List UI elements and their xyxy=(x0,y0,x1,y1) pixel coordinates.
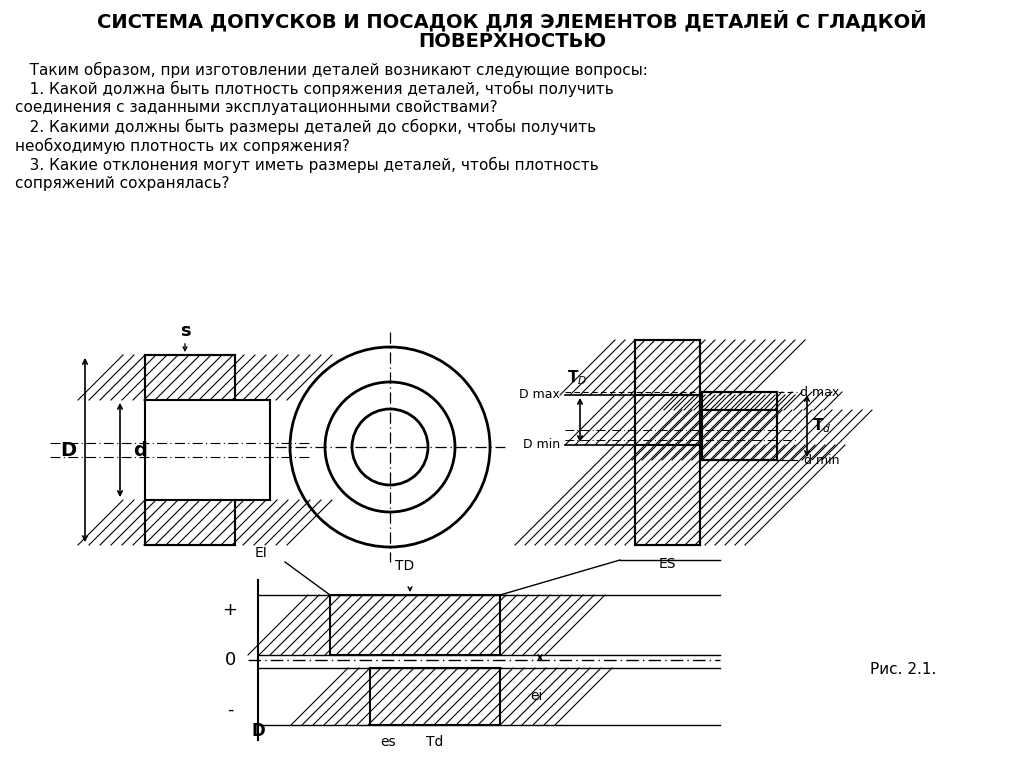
Text: D: D xyxy=(251,722,265,740)
Text: ei: ei xyxy=(530,690,543,703)
Text: TD: TD xyxy=(395,559,415,573)
Text: 0: 0 xyxy=(224,651,236,669)
Text: D max: D max xyxy=(519,389,560,401)
Text: соединения с заданными эксплуатационными свойствами?: соединения с заданными эксплуатационными… xyxy=(15,100,498,115)
Text: es: es xyxy=(380,735,395,749)
Bar xyxy=(702,410,777,460)
Bar xyxy=(635,395,700,445)
Bar xyxy=(370,668,500,725)
Text: Td: Td xyxy=(426,735,443,749)
Text: EI: EI xyxy=(255,546,267,560)
Text: сопряжений сохранялась?: сопряжений сохранялась? xyxy=(15,176,229,191)
Bar xyxy=(635,445,700,545)
Text: T$_D$: T$_D$ xyxy=(567,368,587,387)
Bar xyxy=(145,355,234,400)
Text: +: + xyxy=(222,601,238,619)
Text: T$_d$: T$_d$ xyxy=(812,416,831,436)
Bar xyxy=(702,392,777,410)
Text: 1. Какой должна быть плотность сопряжения деталей, чтобы получить: 1. Какой должна быть плотность сопряжени… xyxy=(15,81,613,97)
Text: d: d xyxy=(133,440,146,459)
Text: D min: D min xyxy=(523,439,560,452)
Text: d min: d min xyxy=(804,453,839,466)
Text: ПОВЕРХНОСТЬЮ: ПОВЕРХНОСТЬЮ xyxy=(418,32,606,51)
Text: d max: d max xyxy=(800,386,839,399)
Bar xyxy=(330,595,500,655)
Text: D: D xyxy=(60,440,76,459)
Text: 2. Какими должны быть размеры деталей до сборки, чтобы получить: 2. Какими должны быть размеры деталей до… xyxy=(15,119,596,135)
Text: необходимую плотность их сопряжения?: необходимую плотность их сопряжения? xyxy=(15,138,350,154)
Text: СИСТЕМА ДОПУСКОВ И ПОСАДОК ДЛЯ ЭЛЕМЕНТОВ ДЕТАЛЕЙ С ГЛАДКОЙ: СИСТЕМА ДОПУСКОВ И ПОСАДОК ДЛЯ ЭЛЕМЕНТОВ… xyxy=(97,10,927,31)
Text: Рис. 2.1.: Рис. 2.1. xyxy=(870,663,936,677)
Text: ES: ES xyxy=(658,557,676,571)
Text: Таким образом, при изготовлении деталей возникают следующие вопросы:: Таким образом, при изготовлении деталей … xyxy=(15,62,648,78)
Text: -: - xyxy=(226,701,233,719)
Text: 3. Какие отклонения могут иметь размеры деталей, чтобы плотность: 3. Какие отклонения могут иметь размеры … xyxy=(15,157,599,173)
Bar xyxy=(635,340,700,395)
Bar xyxy=(145,500,234,545)
Text: s: s xyxy=(179,322,190,340)
